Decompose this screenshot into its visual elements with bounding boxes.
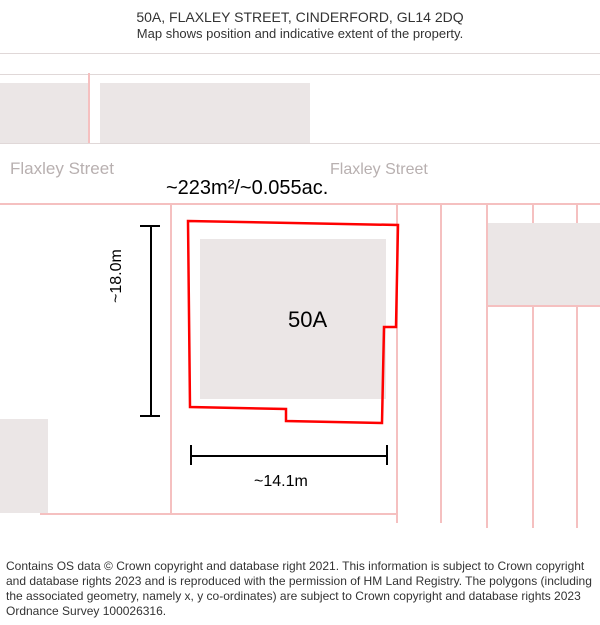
parcel-vline-0 [88, 73, 90, 143]
header: 50A, FLAXLEY STREET, CINDERFORD, GL14 2D… [0, 0, 600, 43]
area-label: ~223m²/~0.055ac. [166, 177, 328, 200]
road-label-0: Flaxley Street [10, 159, 114, 179]
road-label-1: Flaxley Street [330, 161, 428, 179]
page-title: 50A, FLAXLEY STREET, CINDERFORD, GL14 2D… [0, 8, 600, 26]
parcel-hline-1 [486, 305, 600, 307]
parcel-vline-2 [396, 203, 398, 523]
parcel-vline-3 [440, 203, 442, 523]
dimension-vertical-label: ~18.0m [108, 249, 126, 303]
building-1 [100, 83, 310, 143]
parcel-hline-0 [0, 203, 600, 205]
plot-label: 50A [288, 307, 327, 333]
parcel-vline-1 [170, 203, 172, 513]
building-0 [0, 83, 88, 143]
copyright-footer: Contains OS data © Crown copyright and d… [6, 559, 594, 619]
parcel-hline-2 [40, 513, 396, 515]
map-canvas: Flaxley StreetFlaxley Street~223m²/~0.05… [0, 43, 600, 528]
road-minor [0, 53, 600, 75]
dimension-horizontal-label: ~14.1m [254, 473, 308, 491]
building-3 [0, 419, 48, 513]
building-2 [488, 223, 600, 305]
page-subtitle: Map shows position and indicative extent… [0, 26, 600, 43]
